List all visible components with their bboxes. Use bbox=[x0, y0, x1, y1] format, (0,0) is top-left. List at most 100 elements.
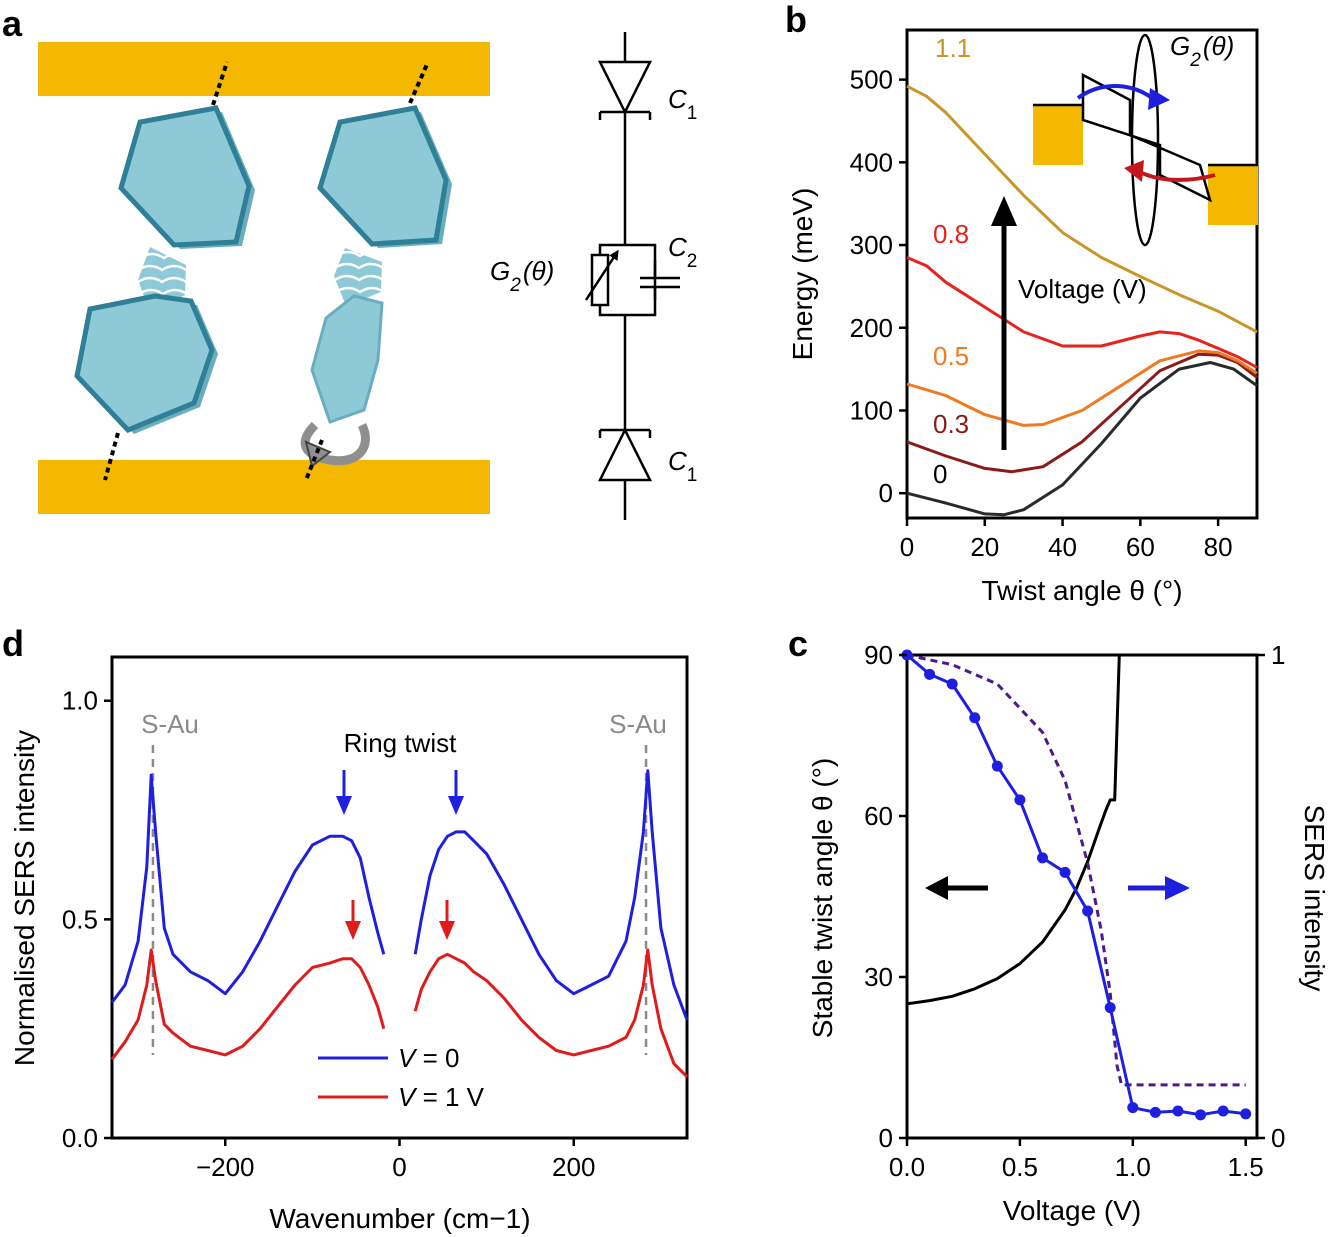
g2-label: G bbox=[490, 256, 510, 286]
c-y-tick-label: 60 bbox=[864, 801, 893, 831]
diode-top bbox=[597, 60, 653, 115]
legend-v0-suffix: = 0 bbox=[415, 1043, 459, 1073]
d-series bbox=[110, 745, 689, 1078]
c-x-tick-label: 0.5 bbox=[1002, 1152, 1038, 1182]
b-y-tick-label: 0 bbox=[879, 478, 893, 508]
inset-g2-arg: (θ) bbox=[1203, 31, 1234, 61]
diode-bottom bbox=[597, 427, 653, 482]
spectrum-v1-seg-1 bbox=[413, 948, 689, 1078]
c-x-tick-label: 0.0 bbox=[889, 1152, 925, 1182]
sers-data-point bbox=[1059, 866, 1071, 878]
sers-data-point bbox=[969, 712, 981, 724]
label-0.8: 0.8 bbox=[933, 219, 969, 249]
curve-0-8 bbox=[906, 256, 1258, 369]
c-y2-tick-label: 1 bbox=[1271, 640, 1285, 670]
panel-label-d: d bbox=[2, 623, 24, 664]
spectrum-v0-seg-1 bbox=[413, 769, 689, 1021]
panel-a: a bbox=[2, 3, 697, 520]
c-y-tick-label: 90 bbox=[864, 640, 893, 670]
g2-sub: 2 bbox=[509, 275, 521, 296]
b-y-tick-label: 200 bbox=[850, 313, 893, 343]
red-arrow-left bbox=[345, 921, 361, 940]
b-x-tick-label: 80 bbox=[1204, 532, 1233, 562]
red-electron-arrow bbox=[1139, 170, 1216, 182]
spring-coil-twisted bbox=[334, 250, 385, 294]
inset-g2-sub: 2 bbox=[1189, 50, 1201, 71]
voltage-arrow-label: Voltage (V) bbox=[1018, 274, 1147, 304]
c-y2-tick-label: 0 bbox=[1271, 1123, 1285, 1153]
label-0.3: 0.3 bbox=[933, 409, 969, 439]
c2-sub: 2 bbox=[687, 251, 698, 272]
svg-text:G2(θ): G2(θ) bbox=[490, 256, 554, 296]
lower-ring bbox=[74, 293, 215, 433]
c2-label: C bbox=[668, 232, 687, 262]
molecule-twisted bbox=[300, 61, 452, 481]
c-y2-axis-label: SERS intensity bbox=[1299, 805, 1330, 992]
sers-data-point bbox=[946, 678, 958, 690]
c-series-1 bbox=[906, 653, 1246, 1087]
blue-arrow-left bbox=[336, 796, 352, 815]
label-1.1: 1.1 bbox=[935, 33, 971, 63]
upper-ring bbox=[118, 105, 252, 248]
c-series-2 bbox=[906, 653, 1246, 1117]
panel-label-b: b bbox=[785, 0, 807, 40]
sers-data-point bbox=[1195, 1109, 1207, 1121]
d-x-tick-label: 200 bbox=[552, 1152, 595, 1182]
d-y-tick-label: 1.0 bbox=[62, 686, 98, 716]
c-y-tick-label: 0 bbox=[879, 1123, 893, 1153]
spring-coil bbox=[137, 252, 189, 296]
sers-data-point bbox=[1104, 1002, 1116, 1014]
svg-text:C2: C2 bbox=[668, 232, 697, 272]
d-axis-ticks: −200 0 200 0.0 0.5 1.0 bbox=[62, 686, 596, 1182]
b-series bbox=[906, 84, 1258, 517]
d-x-axis-label: Wavenumber (cm−1) bbox=[269, 1203, 530, 1234]
legend-v0-prefix: V bbox=[398, 1043, 418, 1073]
sers-data-point bbox=[1036, 852, 1048, 864]
curve-0-5 bbox=[906, 349, 1258, 427]
legend-v1-prefix: V bbox=[398, 1082, 418, 1112]
curve-0-3 bbox=[906, 352, 1258, 474]
bottom-electrode bbox=[38, 460, 490, 514]
c1-top-sub: 1 bbox=[687, 103, 698, 124]
voltage-arrow-head bbox=[991, 196, 1017, 226]
sers-data-point bbox=[1127, 1102, 1139, 1114]
b-x-tick-label: 60 bbox=[1126, 532, 1155, 562]
g2-arg: (θ) bbox=[523, 256, 554, 286]
d-x-tick-label: −200 bbox=[196, 1152, 255, 1182]
c1-bottom-sub: 1 bbox=[687, 465, 698, 486]
c-series bbox=[901, 649, 1257, 1121]
c-series-0 bbox=[906, 653, 1257, 1006]
b-x-axis-label: Twist angle θ (°) bbox=[981, 575, 1182, 606]
b-axis-ticks: 0 20 40 60 80 0 100 200 300 400 500 bbox=[850, 65, 1233, 562]
b-x-tick-label: 40 bbox=[1048, 532, 1077, 562]
spectrum-v1-seg-0 bbox=[110, 948, 386, 1061]
top-electrode bbox=[38, 42, 490, 96]
sau-right-label: S-Au bbox=[609, 709, 667, 739]
c-y-tick-label: 30 bbox=[864, 962, 893, 992]
panel-d: d −200 0 200 0.0 0.5 1.0 Wavenumber (cm−1) No… bbox=[2, 623, 689, 1234]
svg-text:V = 0: V = 0 bbox=[398, 1043, 459, 1073]
spectrum-v0-seg-0 bbox=[110, 773, 386, 1004]
blue-arrow-right bbox=[448, 796, 464, 815]
sers-data-point bbox=[1082, 905, 1094, 917]
legend-v1-suffix: = 1 V bbox=[415, 1082, 484, 1112]
sau-left-label: S-Au bbox=[141, 709, 199, 739]
plot-frame-c bbox=[905, 653, 1259, 1140]
label-0: 0 bbox=[933, 459, 947, 489]
d-y-tick-label: 0.5 bbox=[62, 904, 98, 934]
c1-bottom-label: C bbox=[668, 446, 687, 476]
twist-rotation-arrow bbox=[300, 421, 370, 466]
blue-electron-arrow bbox=[1076, 84, 1154, 100]
label-0.5: 0.5 bbox=[933, 341, 969, 371]
curve-0 bbox=[906, 361, 1258, 517]
inset-g2-label: G bbox=[1170, 31, 1190, 61]
sers-data-point bbox=[924, 668, 936, 680]
c-x-axis-label: Voltage (V) bbox=[1003, 1195, 1142, 1226]
d-x-tick-label: 0 bbox=[392, 1152, 406, 1182]
c-y-axis-label: Stable twist angle θ (°) bbox=[807, 758, 838, 1038]
curve-1-1 bbox=[906, 84, 1258, 334]
